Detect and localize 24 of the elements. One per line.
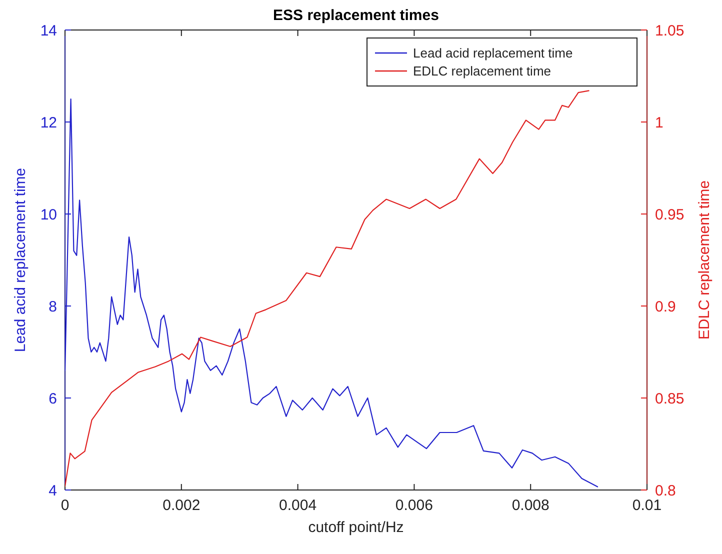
y-tick-label: 12	[40, 114, 57, 132]
legend-label: Lead acid replacement time	[413, 46, 573, 61]
x-tick-label: 0.006	[395, 497, 433, 514]
y2-tick-label: 0.9	[655, 298, 676, 316]
y2-axis-title: EDLC replacement time	[696, 180, 713, 340]
y2-tick-label: 1.05	[655, 22, 684, 40]
x-tick-label: 0	[60, 497, 70, 514]
y-tick-label: 10	[40, 206, 57, 224]
y2-tick-label: 0.85	[655, 390, 684, 408]
x-tick-label: 0.01	[632, 497, 662, 514]
y-tick-label: 14	[40, 22, 57, 40]
chart-title: ESS replacement times	[273, 7, 439, 24]
y-axis-title: Lead acid replacement time	[12, 168, 29, 352]
y-tick-label: 6	[48, 390, 57, 408]
y-tick-label: 4	[48, 482, 57, 500]
x-tick-label: 0.008	[512, 497, 550, 514]
y2-tick-label: 0.8	[655, 482, 676, 500]
y-tick-label: 8	[48, 298, 57, 316]
y2-tick-label: 1	[655, 114, 664, 132]
x-tick-label: 0.004	[279, 497, 317, 514]
y2-tick-label: 0.95	[655, 206, 684, 224]
x-axis-title: cutoff point/Hz	[308, 519, 404, 536]
x-tick-label: 0.002	[162, 497, 200, 514]
legend-label: EDLC replacement time	[413, 64, 551, 79]
